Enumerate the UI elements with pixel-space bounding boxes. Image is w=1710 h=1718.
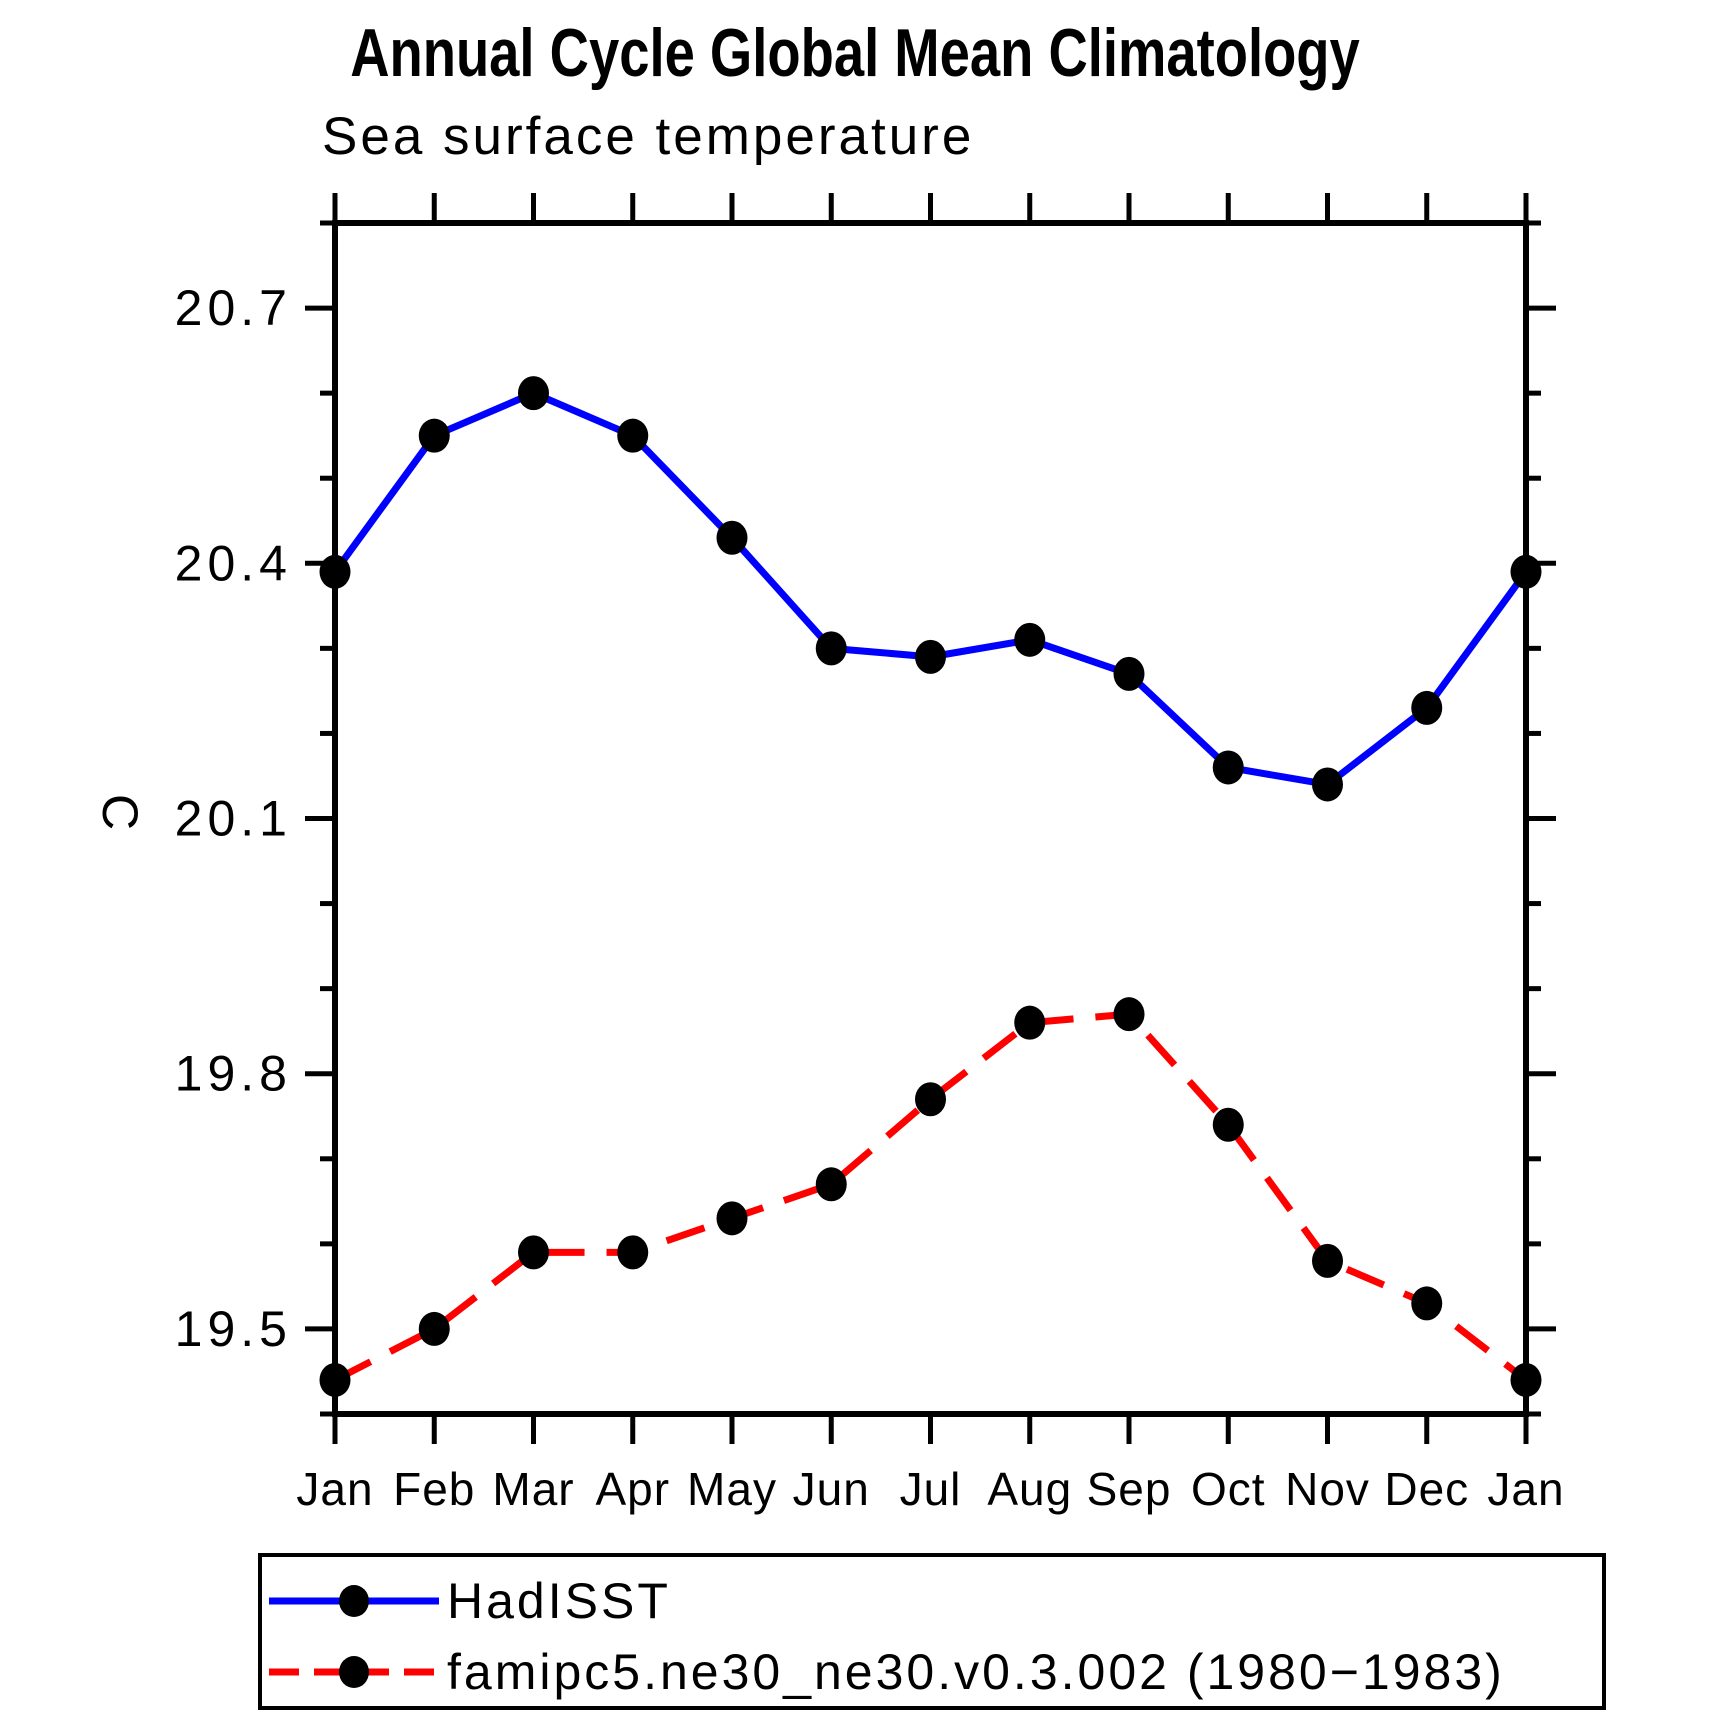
y-tick-label: 19.8 (175, 1046, 292, 1102)
x-tick-label: Aug (987, 1463, 1072, 1515)
x-tick-label: Nov (1285, 1463, 1370, 1515)
axis-ticks (305, 193, 1556, 1444)
data-point-marker (418, 418, 450, 453)
y-axis-label: C (92, 794, 148, 830)
data-point-marker (716, 520, 748, 555)
data-point-marker (1014, 622, 1046, 657)
data-point-marker (1411, 690, 1443, 725)
data-point-marker (1212, 1107, 1244, 1142)
data-point-marker (915, 1082, 946, 1117)
data-point-marker (1113, 656, 1145, 691)
legend-label-model: famipc5.ne30_ne30.v0.3.002 (1980−1983) (447, 1644, 1505, 1700)
data-point-marker (1312, 767, 1343, 802)
legend-marker-1 (339, 1656, 369, 1688)
data-point-marker (1510, 1362, 1542, 1397)
data-point-marker (1113, 997, 1145, 1032)
x-tick-label: Apr (595, 1463, 670, 1515)
model-line (333, 1010, 1529, 1384)
legend-marker-0 (339, 1585, 369, 1617)
y-tick-label: 20.7 (175, 280, 292, 336)
chart-title: Annual Cycle Global Mean Climatology (0, 14, 1710, 92)
chart-title-text: Annual Cycle Global Mean Climatology (350, 15, 1360, 91)
y-axis-title: C (92, 794, 148, 830)
legend-item-hadisst: HadISST (267, 1573, 671, 1629)
hadisst-line (332, 389, 1529, 788)
x-tick-label: Jul (900, 1463, 962, 1515)
x-tick-label: May (687, 1463, 777, 1515)
data-point-marker (418, 1311, 450, 1346)
x-tick-label: Dec (1384, 1463, 1469, 1515)
x-tick-label: Jan (296, 1463, 373, 1515)
x-tick-label: Mar (492, 1463, 574, 1515)
axis-tick-labels: 19.5 19.8 20.1 20.4 20.7 Jan Feb Mar Apr May Jun Ju… (175, 280, 1564, 1515)
data-point-marker (617, 1235, 649, 1270)
data-point-marker (1014, 1005, 1046, 1040)
data-point-marker (1411, 1286, 1443, 1321)
data-point-marker (617, 418, 649, 453)
y-tick-label: 20.1 (175, 791, 292, 847)
legend-box: HadISST famipc5.ne30_ne30.v0.3.002 (1980… (258, 1553, 1606, 1710)
x-tick-label: Jun (793, 1463, 870, 1515)
legend-line-sample-dashed (269, 1656, 439, 1688)
x-tick-label: Feb (393, 1463, 475, 1515)
data-point-marker (518, 1235, 549, 1270)
x-tick-label: Oct (1191, 1463, 1266, 1515)
legend-line-sample-solid (269, 1585, 439, 1617)
data-point-marker (1212, 750, 1244, 785)
data-point-marker (1510, 554, 1542, 589)
chart-subtitle: Sea surface temperature (322, 107, 975, 166)
data-point-marker (319, 1362, 351, 1397)
y-tick-label: 20.4 (175, 535, 292, 591)
data-point-marker (815, 1167, 847, 1202)
data-point-marker (319, 554, 351, 589)
data-point-marker (915, 639, 946, 674)
legend-label-hadisst: HadISST (447, 1573, 671, 1629)
data-point-marker (518, 376, 549, 411)
x-tick-label: Sep (1087, 1463, 1172, 1515)
data-point-marker (815, 631, 847, 666)
data-point-markers (319, 376, 1542, 1397)
y-tick-label: 19.5 (175, 1301, 292, 1357)
x-tick-label: Jan (1487, 1463, 1564, 1515)
data-point-marker (1312, 1243, 1343, 1278)
data-point-marker (716, 1201, 748, 1236)
data-series (332, 389, 1529, 1384)
legend-item-model: famipc5.ne30_ne30.v0.3.002 (1980−1983) (267, 1644, 1505, 1700)
